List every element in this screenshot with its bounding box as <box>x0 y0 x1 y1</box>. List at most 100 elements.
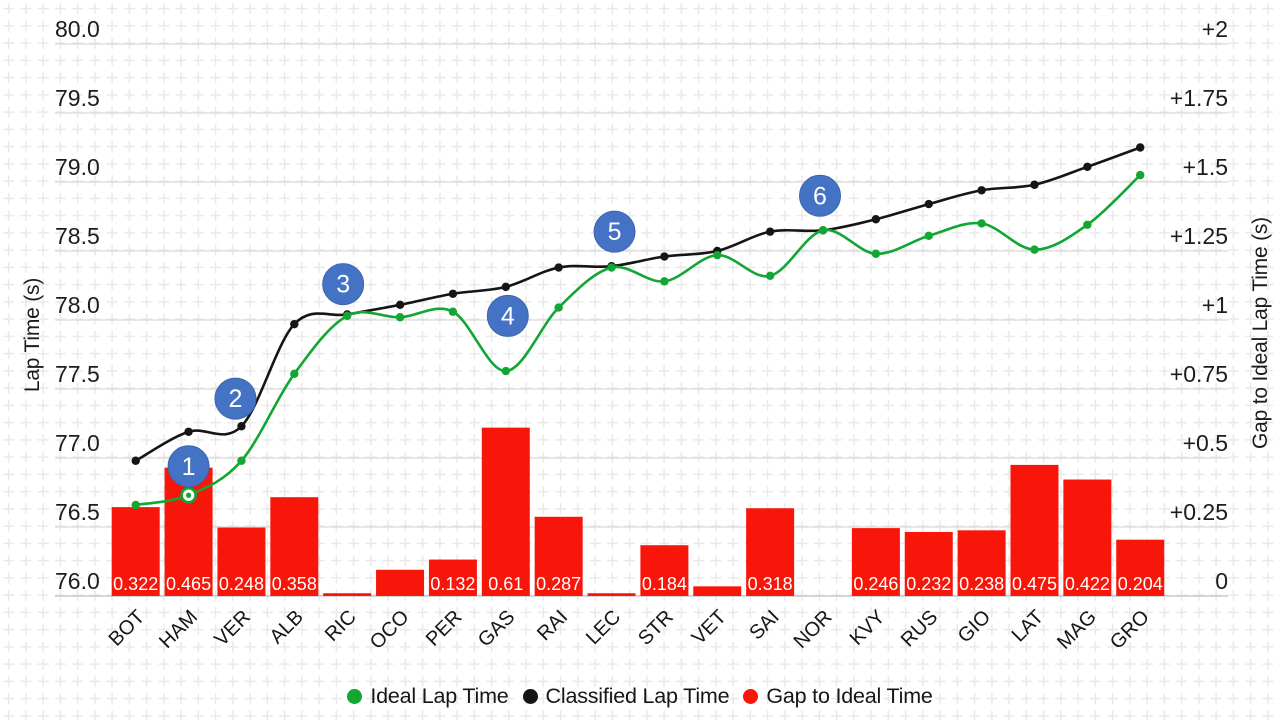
gap-bar-VET <box>693 586 742 596</box>
classified-point-HAM <box>184 427 193 436</box>
gap-bar-SAI <box>746 508 795 596</box>
tick-label-right: +0.5 <box>1183 430 1228 456</box>
gap-bar-LEC <box>587 593 636 596</box>
legend-label-ideal: Ideal Lap Time <box>370 684 509 708</box>
bar-value-label-STR: 0.184 <box>642 574 687 594</box>
tick-label-right: +1 <box>1202 292 1228 318</box>
bar-value-label-VER: 0.248 <box>219 574 264 594</box>
ideal-point-RUS <box>924 231 933 241</box>
highlight-center-HAM <box>185 492 192 498</box>
annotation-circle-2 <box>214 377 257 420</box>
annotation-number-3: 3 <box>336 271 350 299</box>
bar-value-label-PER: 0.132 <box>430 574 475 594</box>
bar-value-label-SAI: 0.318 <box>748 574 793 594</box>
classified-point-OCO <box>395 300 405 310</box>
classified-point-MAG <box>1083 162 1092 172</box>
annotation-number-2: 2 <box>228 385 242 413</box>
classified-point-ALB <box>290 319 299 329</box>
ideal-point-GRO <box>1136 170 1145 180</box>
classified-point-KVY <box>871 215 881 224</box>
gap-bar-GIO <box>957 530 1006 596</box>
ideal-point-NOR <box>818 226 828 235</box>
tick-label-left: 79.0 <box>55 154 100 180</box>
left-axis-title: Lap Time (s) <box>21 277 44 393</box>
bar-value-label-ALB: 0.358 <box>272 574 317 594</box>
tick-label-left: 77.0 <box>55 430 100 456</box>
ideal-point-OCO <box>395 313 405 322</box>
gap-bar-RIC <box>323 593 372 596</box>
tick-label-right: +0.25 <box>1170 499 1228 525</box>
tick-label-left: 76.0 <box>55 568 100 594</box>
annotation-number-5: 5 <box>608 218 622 246</box>
annotation-circle-5 <box>593 210 636 253</box>
ideal-point-ALB <box>290 369 299 379</box>
legend-item-gap: Gap to Ideal Time <box>743 684 933 709</box>
ideal-point-RIC <box>342 311 352 321</box>
gap-bar-KVY <box>851 528 900 596</box>
ideal-point-GIO <box>977 219 986 228</box>
classified-point-LAT <box>1030 180 1039 189</box>
bar-value-label-GIO: 0.238 <box>959 574 1004 594</box>
tick-label-right: +1.75 <box>1170 85 1228 111</box>
legend-item-ideal: Ideal Lap Time <box>347 684 509 709</box>
legend-label-classified: Classified Lap Time <box>545 684 730 708</box>
gap-bar-LAT <box>1010 464 1059 596</box>
classified-point-BOT <box>131 456 140 465</box>
tick-label-left: 80.0 <box>55 16 100 42</box>
classified-point-RUS <box>924 199 933 209</box>
classified-point-VER <box>237 422 246 431</box>
tick-label-right: +0.75 <box>1170 361 1228 387</box>
tick-label-left: 78.5 <box>55 223 100 249</box>
chart-legend: Ideal Lap Time Classified Lap Time Gap t… <box>0 684 1280 709</box>
annotation-number-6: 6 <box>813 182 827 210</box>
tick-label-right: +1.5 <box>1183 154 1228 180</box>
annotation-circle-1 <box>167 445 210 488</box>
bar-value-label-GRO: 0.204 <box>1118 574 1163 594</box>
classified-point-STR <box>660 252 669 261</box>
classified-point-SAI <box>765 227 775 236</box>
gap-bar-GAS <box>481 427 530 596</box>
bar-value-label-GAS: 0.61 <box>488 574 523 594</box>
gap-series-dot-icon <box>743 689 759 704</box>
ideal-point-KVY <box>871 249 881 258</box>
bar-value-label-RAI: 0.287 <box>536 574 581 594</box>
tick-label-left: 77.5 <box>55 361 100 387</box>
annotation-number-4: 4 <box>501 302 515 330</box>
classified-point-GIO <box>977 186 986 195</box>
gap-bar-VER <box>217 527 266 596</box>
classified-point-GRO <box>1136 143 1145 152</box>
tick-label-right: +1.25 <box>1170 223 1228 249</box>
gap-bar-BOT <box>111 507 160 596</box>
right-axis-title: Gap to Ideal Lap Time (s) <box>1249 217 1272 449</box>
ideal-point-VER <box>237 456 246 465</box>
bar-value-label-RUS: 0.232 <box>906 574 951 594</box>
classified-series-dot-icon <box>522 689 538 704</box>
ideal-point-LAT <box>1030 245 1039 254</box>
ideal-point-GAS <box>501 366 510 376</box>
bar-value-label-MAG: 0.422 <box>1065 574 1110 594</box>
ideal-point-RAI <box>554 303 563 312</box>
ideal-point-BOT <box>131 500 140 510</box>
tick-label-right: +2 <box>1202 16 1228 42</box>
gap-bar-OCO <box>376 569 425 596</box>
gap-bar-RUS <box>904 531 953 596</box>
ideal-series-dot-icon <box>347 689 363 704</box>
tick-label-right: 0 <box>1215 568 1228 594</box>
gap-bar-ALB <box>270 497 319 596</box>
ideal-point-STR <box>660 277 669 286</box>
ideal-point-MAG <box>1083 220 1092 229</box>
classified-point-PER <box>448 289 458 298</box>
gap-bar-GRO <box>1116 539 1165 596</box>
bar-value-label-KVY: 0.246 <box>853 574 898 594</box>
classified-point-GAS <box>501 282 510 292</box>
tick-label-left: 78.0 <box>55 292 100 318</box>
bar-value-label-LAT: 0.475 <box>1012 574 1057 594</box>
annotation-circle-6 <box>799 174 842 217</box>
annotation-circle-4 <box>486 294 529 337</box>
classified-point-RAI <box>554 263 563 272</box>
legend-item-classified: Classified Lap Time <box>522 684 730 709</box>
gap-bar-RAI <box>534 516 583 596</box>
